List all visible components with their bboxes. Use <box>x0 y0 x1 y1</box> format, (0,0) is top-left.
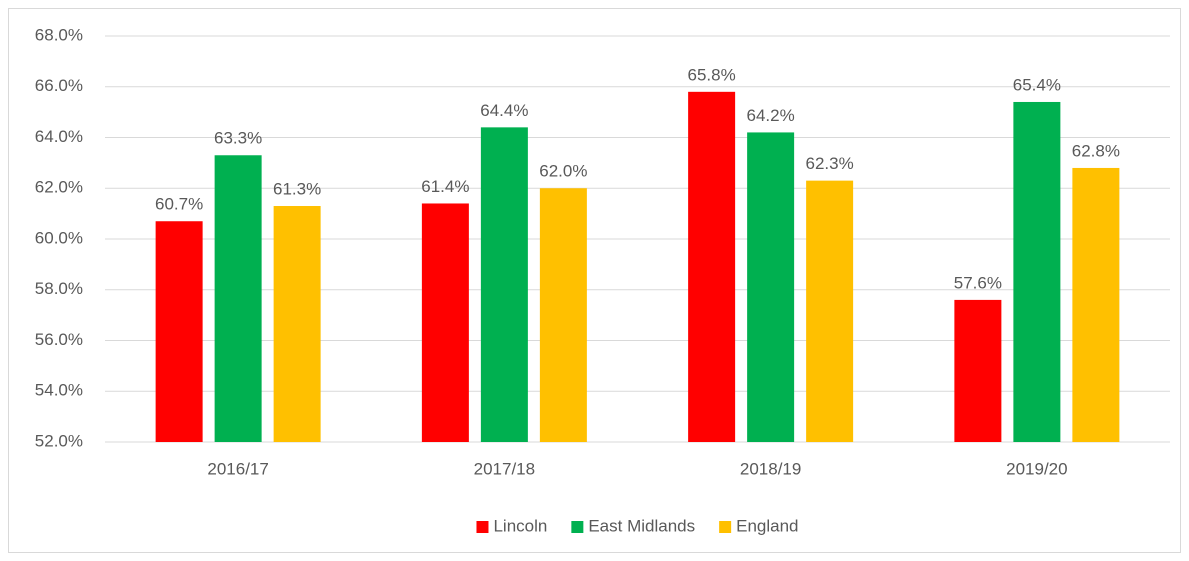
x-tick-label: 2018/19 <box>740 459 801 478</box>
bar <box>1072 167 1120 442</box>
y-tick-label: 64.0% <box>35 127 83 146</box>
y-tick-label: 56.0% <box>35 330 83 349</box>
x-tick-label: 2016/17 <box>207 459 268 478</box>
y-tick-label: 52.0% <box>35 431 83 450</box>
bar <box>480 127 528 442</box>
data-label: 60.7% <box>155 195 203 214</box>
bar <box>954 299 1002 442</box>
bar <box>688 91 736 442</box>
bar <box>747 132 795 443</box>
data-label: 64.4% <box>480 101 528 120</box>
legend-label: East Midlands <box>588 516 695 535</box>
data-label: 62.8% <box>1072 141 1120 160</box>
x-tick-label: 2019/20 <box>1006 459 1067 478</box>
legend-label: Lincoln <box>493 516 547 535</box>
data-label: 62.0% <box>539 162 587 181</box>
data-label: 65.4% <box>1013 75 1061 94</box>
legend-swatch <box>719 521 732 533</box>
bar <box>539 188 587 442</box>
y-tick-label: 62.0% <box>35 178 83 197</box>
data-label: 62.3% <box>806 154 854 173</box>
x-tick-label: 2017/18 <box>474 459 535 478</box>
chart-border <box>8 8 1181 553</box>
data-label: 65.8% <box>688 65 736 84</box>
bar <box>273 206 321 442</box>
y-tick-label: 68.0% <box>35 25 83 44</box>
bar <box>806 180 854 442</box>
bar <box>155 221 203 442</box>
data-label: 61.3% <box>273 179 321 198</box>
y-tick-label: 60.0% <box>35 228 83 247</box>
y-tick-label: 66.0% <box>35 76 83 95</box>
legend-swatch <box>476 521 489 533</box>
y-tick-label: 54.0% <box>35 381 83 400</box>
bar <box>214 155 262 442</box>
bar <box>421 203 469 442</box>
data-label: 63.3% <box>214 129 262 148</box>
y-tick-label: 58.0% <box>35 279 83 298</box>
data-label: 64.2% <box>747 106 795 125</box>
data-label: 57.6% <box>954 273 1002 292</box>
legend-swatch <box>571 521 584 533</box>
legend-label: England <box>736 516 798 535</box>
bar <box>1013 101 1061 442</box>
data-label: 61.4% <box>421 177 469 196</box>
